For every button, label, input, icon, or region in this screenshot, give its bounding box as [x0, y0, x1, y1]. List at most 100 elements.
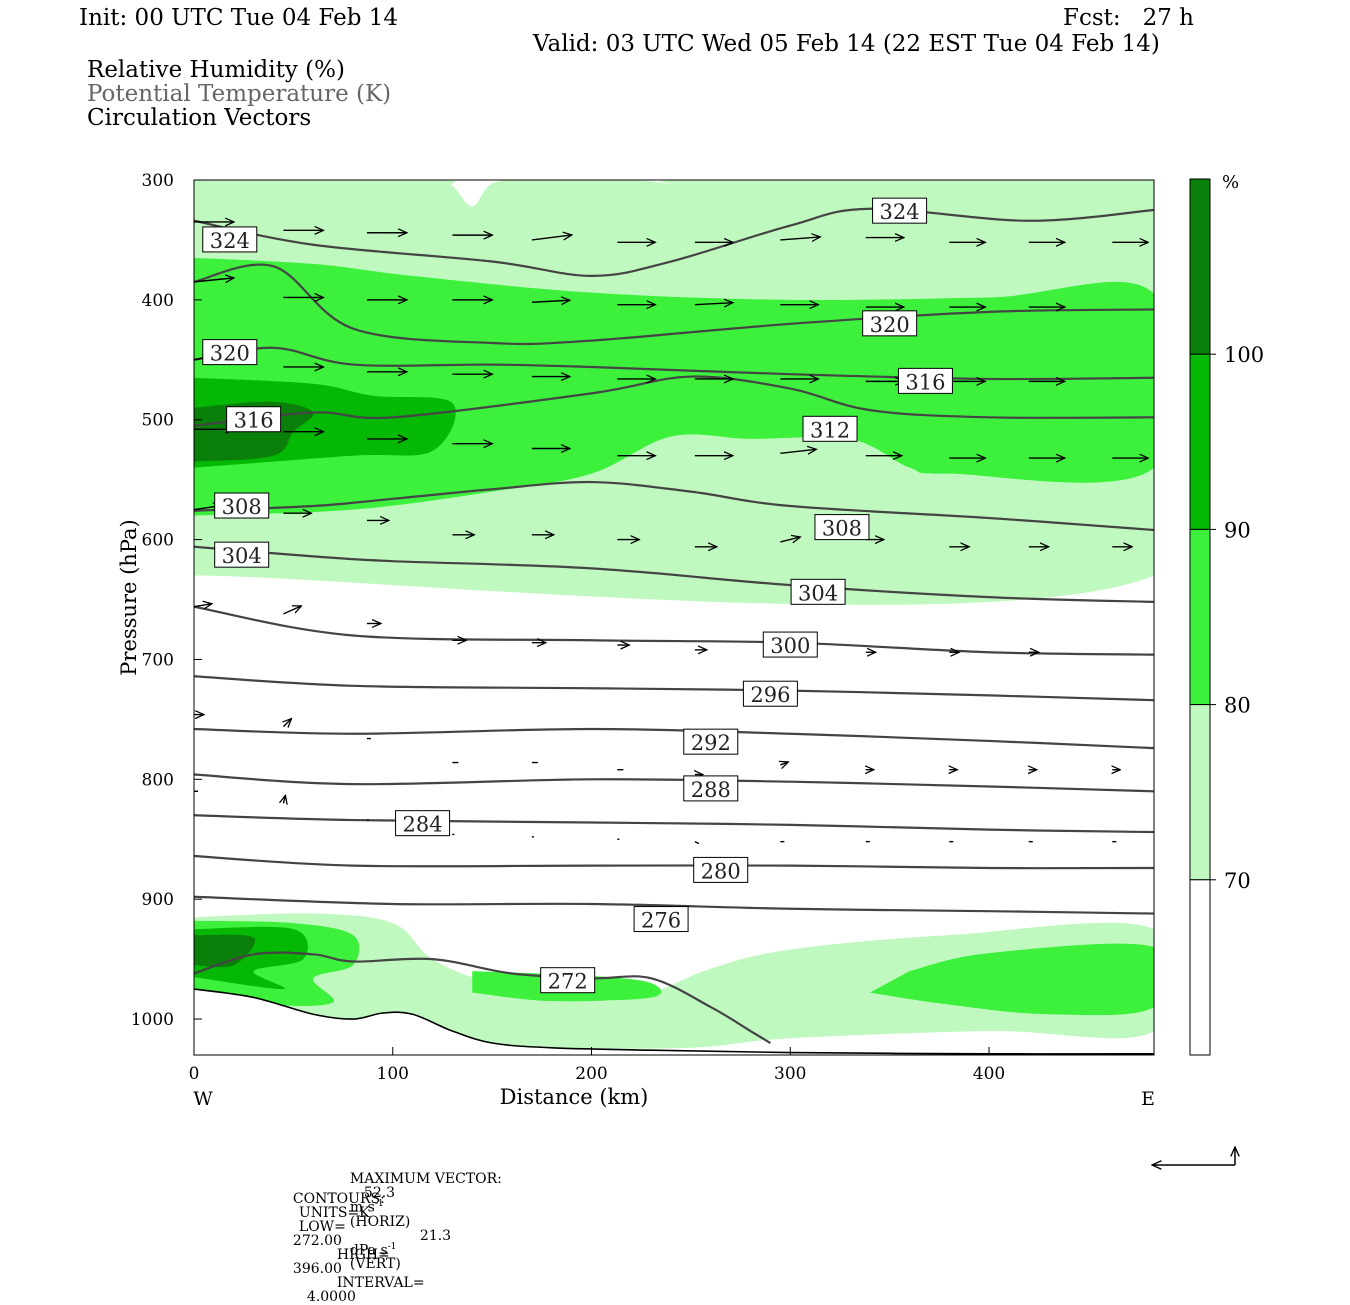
rh-region-100: [194, 934, 256, 968]
contour-label-text: 308: [222, 495, 262, 519]
y-tick-label: 400: [142, 291, 174, 311]
contour-label-284: 284: [395, 810, 451, 837]
contour-label-box: [693, 856, 749, 883]
contour-label-box: [395, 810, 451, 837]
field-title-theta: Potential Temperature (K): [87, 81, 392, 107]
colorbar-segment: [1189, 879, 1211, 1056]
rh-region-80: [869, 943, 1154, 1016]
x-tick-label: 0: [189, 1064, 200, 1084]
contour-label-text: 280: [701, 859, 741, 883]
circulation-vector: [194, 278, 234, 282]
contour-label-box: [683, 728, 739, 755]
y-tick-label: 500: [142, 411, 174, 431]
colorbar-unit: %: [1222, 172, 1239, 193]
contour-label-box: [202, 226, 258, 253]
high-label: HIGH=: [336, 1247, 390, 1263]
terrain: [194, 988, 1154, 1055]
contour-label-box: [762, 631, 818, 658]
valid-time: Valid: 03 UTC Wed 05 Feb 14 (22 EST Tue …: [533, 31, 1160, 57]
y-tick-label: 700: [142, 650, 174, 670]
contour-label-text: 272: [548, 970, 588, 994]
contour-label-316: 316: [226, 406, 282, 433]
contour-label-box: [814, 514, 870, 541]
isentrope-292: [194, 727, 1154, 750]
circulation-vector: [694, 303, 733, 305]
forecast-hour: Fcst: 27 h: [1063, 5, 1194, 31]
isentrope-272: [194, 951, 771, 1044]
colorbar-label: 70: [1224, 869, 1251, 893]
colorbar-label: 100: [1224, 343, 1264, 367]
contour-label-box: [633, 906, 689, 933]
contour-label-280: 280: [693, 856, 749, 883]
contours-line: CONTOURS: UNITS=K LOW= 272.00 HIGH= 396.…: [284, 1178, 425, 1304]
colorbar-segment: [1189, 178, 1211, 355]
y-axis-label: Pressure (hPa): [117, 519, 141, 675]
y-tick-label: 300: [142, 171, 174, 191]
x-axis-label: Distance (km): [500, 1085, 649, 1109]
field-title-rh: Relative Humidity (%): [87, 57, 345, 83]
contour-label-text: 312: [810, 418, 850, 442]
isentrope-312: [194, 375, 1154, 427]
isentropes: [194, 207, 1154, 1044]
isentrope-300: [194, 605, 1154, 656]
contour-label-324: 324: [202, 226, 258, 253]
y-tick-label: 600: [142, 531, 174, 551]
y-tick-label: 900: [142, 890, 174, 910]
contour-label-296: 296: [742, 680, 798, 707]
isentrope-320: [194, 263, 1154, 346]
isentrope-284: [194, 814, 1154, 834]
y-tick-label: 1000: [131, 1010, 174, 1030]
circulation-vector: [780, 449, 816, 453]
contour-labels: 324 324 320 320 316 316 312 308 308 304 304 300 296 2…: [202, 197, 953, 994]
contour-label-308: 308: [814, 514, 870, 541]
contour-label-304: 304: [790, 578, 846, 605]
contour-label-text: 308: [822, 517, 862, 541]
contour-label-text: 276: [641, 909, 681, 933]
contour-label-text: 304: [222, 544, 262, 568]
circulation-vector: [780, 237, 820, 240]
contour-label-304: 304: [214, 541, 270, 568]
circulation-vector: [194, 604, 212, 607]
contour-label-text: 320: [870, 313, 910, 337]
colorbar-segment: [1189, 704, 1211, 881]
contour-label-320: 320: [202, 339, 258, 366]
isentrope-288: [194, 773, 1154, 793]
contour-label-text: 316: [234, 409, 274, 433]
contour-label-324: 324: [872, 197, 928, 224]
isentrope-296: [194, 675, 1154, 702]
max-horiz-value: 52.3: [363, 1185, 396, 1201]
contour-label-text: 304: [798, 581, 838, 605]
contour-label-312: 312: [802, 415, 858, 442]
contour-label-text: 292: [691, 731, 731, 755]
colorbar-label: 90: [1224, 518, 1251, 542]
east-label: E: [1141, 1088, 1155, 1110]
contour-label-box: [790, 578, 846, 605]
contour-label-288: 288: [683, 775, 739, 802]
x-tick-label: 100: [377, 1064, 409, 1084]
max-vector-label: MAXIMUM VECTOR:: [349, 1171, 502, 1187]
colorbar-segment: [1189, 528, 1211, 706]
circulation-vector: [531, 300, 570, 302]
contour-label-272: 272: [540, 967, 596, 994]
contour-label-text: 324: [880, 200, 920, 224]
terrain-line: [194, 988, 1154, 1055]
circulation-vector: [780, 537, 800, 542]
x-tick-label: 200: [575, 1064, 607, 1084]
low-value: 272.00: [292, 1233, 342, 1249]
high-value: 396.00: [292, 1261, 342, 1277]
contour-label-text: 288: [691, 778, 731, 802]
y-tick-label: 800: [142, 770, 174, 790]
contour-label-276: 276: [633, 906, 689, 933]
contour-label-300: 300: [762, 631, 818, 658]
field-title-vectors: Circulation Vectors: [87, 105, 312, 131]
contour-label-box: [214, 492, 270, 519]
contour-label-box: [862, 310, 918, 337]
isentrope-324: [194, 207, 1154, 277]
contour-label-text: 284: [403, 813, 443, 837]
isentrope-280: [194, 854, 1154, 870]
west-label: W: [193, 1088, 213, 1110]
x-tick-label: 300: [774, 1064, 806, 1084]
contour-label-box: [202, 339, 258, 366]
contour-label-text: 296: [750, 683, 790, 707]
contour-label-text: 324: [210, 229, 250, 253]
